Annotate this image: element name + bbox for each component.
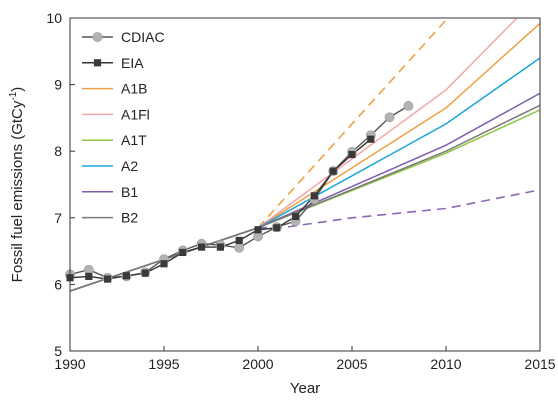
legend-label-b2: B2 <box>121 210 138 226</box>
point-eia <box>122 272 130 280</box>
legend-label-b1: B1 <box>121 184 138 200</box>
legend-label-a1b: A1B <box>121 81 147 97</box>
y-tick-label: 6 <box>54 276 62 292</box>
x-tick-label: 1990 <box>54 356 85 372</box>
plot-markers <box>65 101 414 283</box>
series-line-b1 <box>70 92 540 292</box>
legend-marker-eia <box>93 59 102 67</box>
legend: CDIAC EIA A1B A1Fl A1T A2 B1 B2 <box>82 29 165 226</box>
point-eia <box>141 269 149 277</box>
y-tick-label: 5 <box>54 343 62 359</box>
y-tick-label: 7 <box>54 210 62 226</box>
point-eia <box>104 275 112 283</box>
plot-frame <box>69 17 541 352</box>
point-eia <box>235 236 243 245</box>
point-cdiac <box>403 101 414 111</box>
point-eia <box>348 150 356 159</box>
point-eia <box>329 167 337 175</box>
dashed-line-1 <box>257 18 449 229</box>
point-eia <box>198 243 206 251</box>
point-eia <box>292 212 300 221</box>
y-tick-label: 10 <box>46 10 62 26</box>
point-eia <box>273 224 281 232</box>
point-eia <box>254 226 262 234</box>
point-eia <box>310 192 318 200</box>
y-tick-label: 8 <box>54 143 62 159</box>
y-axis-label: Fossil fuel emissions (GtCy-1) <box>8 87 26 283</box>
y-axis-label-close: ) <box>9 87 26 92</box>
x-tick-label: 2000 <box>242 356 273 372</box>
legend-label-eia: EIA <box>121 55 144 71</box>
legend-marker-cdiac <box>92 32 103 42</box>
x-tick-label: 2005 <box>336 356 367 372</box>
y-axis-label-sup: -1 <box>8 91 19 100</box>
point-eia <box>367 135 375 143</box>
point-cdiac <box>234 242 245 253</box>
legend-label-a2: A2 <box>121 158 138 174</box>
x-tick-label: 2015 <box>524 356 555 372</box>
point-eia <box>179 248 187 257</box>
legend-label-a1t: A1T <box>121 132 147 148</box>
series-line-eia <box>70 138 372 280</box>
point-eia <box>160 260 168 268</box>
x-axis-label: Year <box>290 380 320 397</box>
y-axis: 5 6 7 8 9 10 <box>46 10 75 359</box>
y-axis-label-text: Fossil fuel emissions (GtCy <box>9 100 26 282</box>
legend-label-a1fl: A1Fl <box>121 106 150 122</box>
point-cdiac <box>384 112 395 123</box>
y-tick-label: 9 <box>54 77 62 93</box>
point-eia <box>85 272 93 281</box>
legend-label-cdiac: CDIAC <box>121 29 165 45</box>
x-tick-label: 1995 <box>148 356 179 372</box>
x-axis: 1990 1995 2000 2005 2010 2015 <box>54 346 556 372</box>
x-tick-label: 2010 <box>430 356 461 372</box>
point-eia <box>216 243 224 251</box>
